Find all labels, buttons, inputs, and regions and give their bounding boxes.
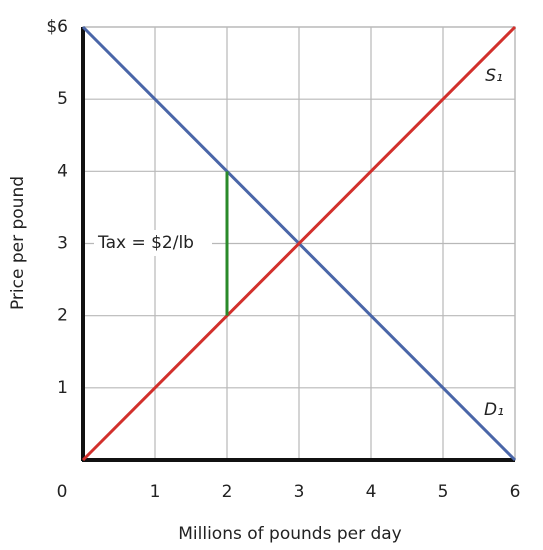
x-tick-label: 6 <box>510 482 521 502</box>
x-tick-label: 0 <box>57 482 68 502</box>
y-tick-label: $6 <box>46 17 68 37</box>
series-label: D₁ <box>484 400 504 420</box>
annotation-bg <box>94 230 212 256</box>
x-tick-label: 5 <box>438 482 449 502</box>
x-tick-label: 4 <box>366 482 377 502</box>
y-axis-label: Price per pound <box>8 176 28 310</box>
x-tick-label: 2 <box>222 482 233 502</box>
series-label: S₁ <box>485 66 503 86</box>
y-tick-label: 1 <box>57 378 68 398</box>
line <box>81 25 517 462</box>
x-tick-label: 1 <box>150 482 161 502</box>
y-tick-label: 5 <box>57 89 68 109</box>
x-axis-label: Millions of pounds per day <box>178 524 402 544</box>
annotation: Tax = $2/lb <box>97 233 194 253</box>
x-tick-label: 3 <box>294 482 305 502</box>
y-tick-label: 2 <box>57 306 68 326</box>
y-tick-label: 4 <box>57 161 68 181</box>
y-tick-label: 3 <box>57 234 68 254</box>
